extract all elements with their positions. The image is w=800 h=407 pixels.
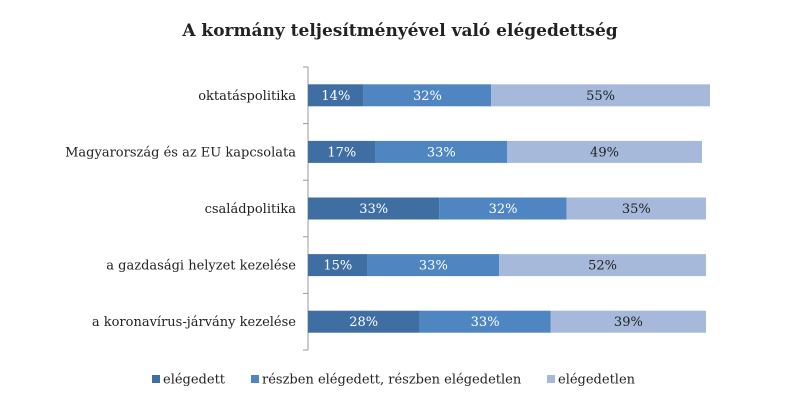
- legend-label: elégedetlen: [558, 373, 636, 388]
- bar-segment: [308, 197, 440, 220]
- data-label: 17%: [327, 145, 356, 160]
- legend: elégedett részben elégedett, részben elég…: [152, 373, 636, 388]
- data-label: 28%: [349, 315, 378, 330]
- bar-segment: [375, 140, 507, 163]
- bar-segment: [308, 140, 376, 163]
- data-label: 33%: [419, 259, 448, 274]
- data-label: 33%: [359, 202, 388, 217]
- bar-segment: [491, 84, 710, 107]
- bar-segment: [367, 254, 500, 277]
- data-label: 49%: [590, 145, 619, 160]
- data-label: 32%: [489, 202, 518, 217]
- data-label: 52%: [588, 259, 617, 274]
- category-label: a koronavírus-járvány kezelése: [92, 315, 296, 330]
- legend-swatch: [152, 375, 160, 383]
- bar-segment: [499, 254, 706, 277]
- data-label: 35%: [622, 202, 651, 217]
- bar-segment: [363, 84, 492, 107]
- bar-segment: [308, 310, 420, 333]
- plot-area: oktatáspolitika 14% 32% 55% Magyarország és …: [65, 66, 710, 351]
- data-label: 14%: [321, 89, 350, 104]
- data-label: 15%: [323, 259, 352, 274]
- bar-segment: [439, 197, 567, 220]
- bar-segment: [507, 140, 703, 163]
- bar-segment: [419, 310, 551, 333]
- chart-title: A kormány teljesítményével való elégedet…: [181, 21, 617, 41]
- category-label: Magyarország és az EU kapcsolata: [65, 145, 296, 160]
- category-label: oktatáspolitika: [198, 89, 296, 104]
- category-label: a gazdasági helyzet kezelése: [106, 259, 296, 274]
- data-label: 33%: [471, 315, 500, 330]
- legend-swatch: [251, 375, 259, 383]
- category-label: családpolitika: [205, 202, 297, 217]
- bar-segment: [308, 84, 364, 107]
- data-label: 32%: [413, 89, 442, 104]
- data-label: 33%: [427, 145, 456, 160]
- legend-label: elégedett: [163, 373, 226, 388]
- bar-segment: [550, 310, 706, 333]
- bar-segment: [566, 197, 706, 220]
- legend-swatch: [547, 375, 555, 383]
- legend-label: részben elégedett, részben elégedetlen: [262, 373, 522, 388]
- data-label: 39%: [614, 315, 643, 330]
- bar-segment: [308, 254, 368, 277]
- data-label: 55%: [586, 89, 615, 104]
